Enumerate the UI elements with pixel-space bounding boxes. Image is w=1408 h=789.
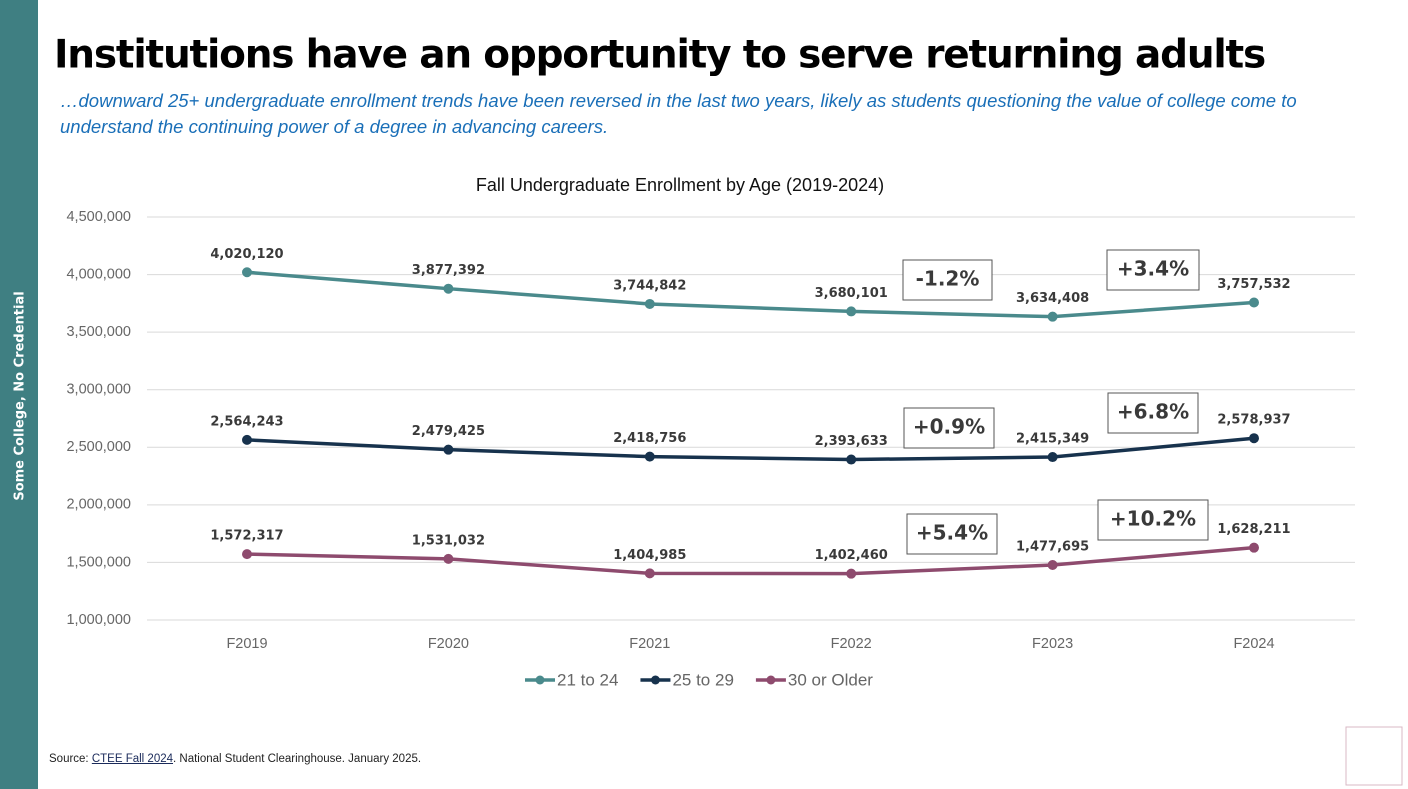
data-point — [644, 298, 655, 309]
data-point — [443, 444, 454, 455]
data-label: 2,393,633 — [815, 434, 888, 449]
x-tick-label: F2023 — [1032, 636, 1073, 652]
data-point — [242, 267, 252, 278]
series-line — [246, 270, 1255, 319]
data-label: 1,404,985 — [613, 548, 686, 563]
y-tick-label: 3,500,000 — [66, 324, 131, 340]
annotation-box — [906, 513, 998, 555]
y-tick-label: 1,000,000 — [66, 612, 131, 628]
legend-marker — [650, 675, 660, 685]
data-label: 1,572,317 — [210, 529, 283, 544]
annotation: +3.4% — [1117, 257, 1189, 281]
data-point — [242, 434, 252, 445]
data-label: 2,418,756 — [613, 431, 686, 446]
annotation-box — [1107, 392, 1199, 434]
data-label: 2,578,937 — [1217, 413, 1290, 428]
data-label: 1,477,695 — [1016, 539, 1089, 554]
annotation-box — [902, 259, 993, 301]
data-point — [1249, 433, 1259, 444]
sidebar — [0, 0, 38, 789]
data-label: 1,402,460 — [815, 548, 888, 563]
annotation-box — [1106, 249, 1200, 291]
x-tick-label: F2024 — [1233, 636, 1274, 652]
chart-title: Fall Undergraduate Enrollment by Age (20… — [476, 175, 884, 195]
data-point — [644, 451, 655, 462]
legend-marker — [766, 675, 776, 685]
data-point — [1249, 542, 1259, 553]
data-point — [644, 568, 655, 579]
series-line — [246, 436, 1255, 462]
legend-label: 21 to 24 — [557, 670, 618, 689]
data-label: 1,531,032 — [412, 533, 485, 548]
legend-label: 30 or Older — [788, 670, 873, 689]
annotation-box — [1097, 499, 1209, 541]
data-point — [1249, 297, 1259, 308]
y-tick-label: 2,000,000 — [66, 497, 131, 513]
source-suffix: . National Student Clearinghouse. Januar… — [173, 753, 422, 765]
data-point — [1047, 311, 1058, 322]
source-prefix: Source: — [49, 753, 92, 765]
data-label: 2,415,349 — [1016, 432, 1089, 447]
x-tick-label: F2020 — [428, 636, 469, 652]
data-label: 2,564,243 — [210, 414, 283, 429]
sidebar-label: Some College, No Credential — [13, 291, 28, 500]
data-label: 3,744,842 — [613, 278, 686, 293]
data-point — [1047, 452, 1058, 463]
data-label: 3,680,101 — [815, 286, 888, 301]
data-label: 3,634,408 — [1016, 291, 1089, 306]
data-point — [846, 454, 857, 465]
annotation: +0.9% — [913, 415, 985, 439]
data-label: 4,020,120 — [210, 247, 283, 262]
data-point — [846, 306, 857, 317]
data-point — [242, 549, 252, 560]
annotation: +6.8% — [1117, 400, 1189, 424]
y-tick-label: 2,500,000 — [66, 439, 131, 455]
annotation-box — [903, 407, 995, 449]
data-label: 3,757,532 — [1217, 277, 1290, 292]
x-tick-label: F2019 — [226, 636, 267, 652]
data-label: 3,877,392 — [412, 263, 485, 278]
source-link[interactable]: CTEE Fall 2024 — [91, 753, 174, 765]
subtitle: …downward 25+ undergraduate enrollment t… — [60, 90, 1297, 137]
data-point — [443, 553, 454, 564]
legend-label: 25 to 29 — [672, 670, 733, 689]
y-tick-label: 4,000,000 — [66, 266, 131, 282]
annotation: +10.2% — [1110, 507, 1196, 531]
logo — [1345, 726, 1403, 786]
data-point — [443, 283, 454, 294]
data-label: 2,479,425 — [412, 424, 485, 439]
x-tick-label: F2021 — [629, 636, 670, 652]
data-point — [1047, 559, 1058, 570]
series-line — [246, 545, 1255, 576]
x-tick-label: F2022 — [831, 636, 872, 652]
annotation: +5.4% — [916, 521, 988, 545]
data-point — [846, 568, 857, 579]
y-tick-label: 1,500,000 — [66, 554, 131, 570]
y-tick-label: 4,500,000 — [66, 209, 131, 225]
y-tick-label: 3,000,000 — [66, 382, 131, 398]
slide-title: Institutions have an opportunity to serv… — [54, 33, 1265, 78]
legend-marker — [535, 675, 545, 685]
annotation: -1.2% — [916, 267, 980, 291]
data-label: 1,628,211 — [1217, 522, 1290, 537]
source: Source: CTEE Fall 2024. National Student… — [49, 753, 421, 765]
